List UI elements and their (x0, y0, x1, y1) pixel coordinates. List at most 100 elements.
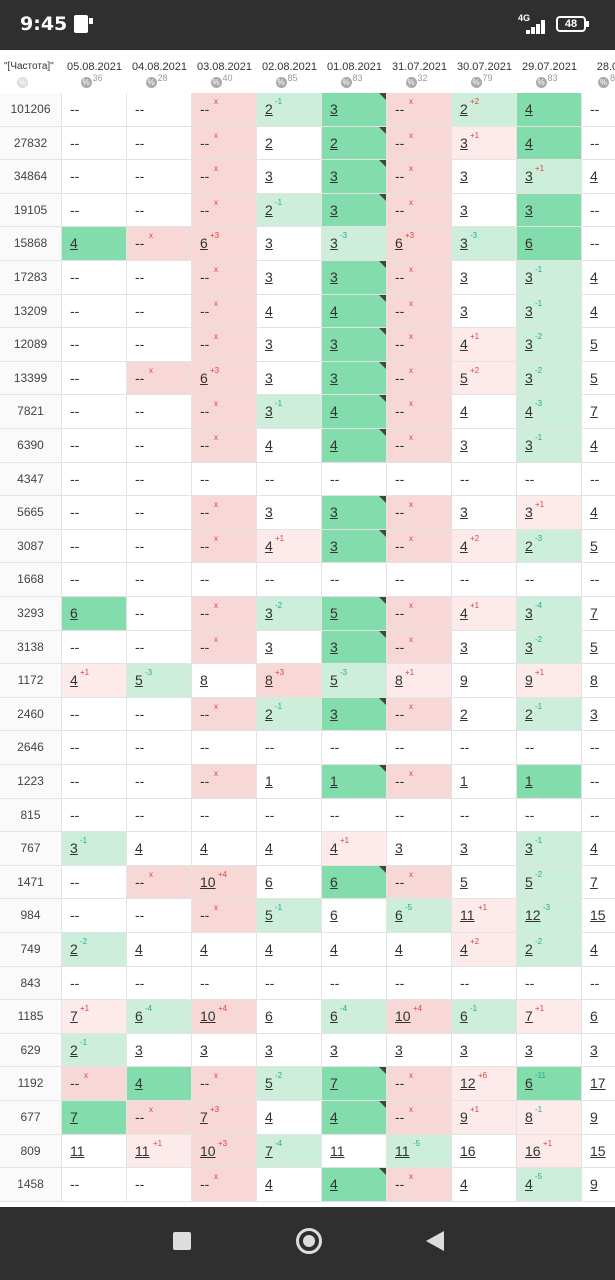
table-cell[interactable]: 15 (582, 899, 615, 932)
cell-value[interactable]: 4 (265, 437, 273, 453)
cell-value[interactable]: 3 (265, 605, 273, 621)
table-cell[interactable]: 3 (452, 193, 517, 227)
table-cell[interactable]: -- (62, 496, 127, 529)
table-cell[interactable]: 3 (387, 1033, 452, 1067)
header-date[interactable]: 04.08.2021% 28 (127, 58, 192, 93)
table-cell[interactable]: 2 -1 (257, 697, 322, 731)
cell-value[interactable]: 5 (330, 605, 338, 621)
table-cell[interactable]: 4 (192, 832, 257, 865)
table-cell[interactable]: 2 -1 (62, 1033, 127, 1067)
table-cell[interactable]: 17 (582, 1067, 615, 1100)
table-cell[interactable]: 7 (582, 597, 615, 630)
cell-value[interactable]: 9 (590, 1109, 598, 1125)
cell-value[interactable]: 12 (460, 1075, 476, 1092)
table-cell[interactable]: 8 (582, 664, 615, 697)
table-cell[interactable]: 6 +3 (387, 227, 452, 260)
table-cell[interactable]: -- (387, 563, 452, 596)
cell-value[interactable]: 3 (265, 1041, 273, 1058)
cell-value[interactable]: 11 (395, 1142, 410, 1159)
cell-value[interactable]: 3 (460, 134, 468, 151)
table-cell[interactable]: 6 -1 (452, 1000, 517, 1033)
cell-value[interactable]: 3 (525, 437, 533, 453)
table-cell[interactable]: -- (452, 731, 517, 764)
cell-value[interactable]: 3 (330, 537, 338, 554)
cell-value[interactable]: 4 (330, 941, 338, 957)
table-cell[interactable]: -- (127, 294, 192, 328)
cell-value[interactable]: 8 (265, 672, 273, 689)
cell-value[interactable]: 16 (525, 1142, 541, 1159)
table-cell[interactable]: -- (322, 731, 387, 764)
table-cell[interactable]: -- (62, 429, 127, 462)
cell-value[interactable]: 4 (330, 403, 338, 420)
table-cell[interactable]: -- x (192, 160, 257, 193)
header-date[interactable]: 02.08.2021% 85 (257, 58, 322, 93)
cell-value[interactable]: 3 (265, 504, 273, 521)
header-date[interactable]: 01.08.2021% 83 (322, 58, 387, 93)
table-cell[interactable]: -- (452, 798, 517, 832)
cell-value[interactable]: 1 (525, 773, 533, 789)
cell-value[interactable]: 4 (590, 168, 598, 185)
table-cell[interactable]: 3 -2 (257, 597, 322, 630)
table-cell[interactable]: 9 +1 (452, 1101, 517, 1134)
cell-value[interactable]: 4 (265, 537, 273, 554)
cell-value[interactable]: 3 (330, 705, 338, 722)
table-cell[interactable]: 4 (582, 832, 615, 865)
table-cell[interactable]: 3 -3 (452, 227, 517, 260)
table-cell[interactable]: -- (387, 798, 452, 832)
table-cell[interactable]: -- (127, 160, 192, 193)
table-cell[interactable]: -- x (192, 630, 257, 664)
table-cell[interactable]: 3 -2 (517, 630, 582, 664)
table-cell[interactable]: -- (517, 563, 582, 596)
table-cell[interactable]: -- x (387, 529, 452, 563)
cell-value[interactable]: 3 (590, 1041, 598, 1058)
cell-value[interactable]: 10 (395, 1008, 411, 1025)
header-date[interactable]: 28.07.%8 (582, 58, 615, 93)
cell-value[interactable]: 3 (330, 336, 338, 353)
cell-value[interactable]: 4 (525, 134, 533, 151)
table-cell[interactable]: -- x (387, 765, 452, 798)
cell-value[interactable]: 5 (590, 369, 598, 386)
table-cell[interactable]: 5 (582, 328, 615, 361)
cell-value[interactable]: 4 (135, 941, 143, 957)
table-cell[interactable]: -- (192, 966, 257, 1000)
cell-value[interactable]: 10 (200, 1008, 216, 1025)
table-cell[interactable]: -- (582, 462, 615, 496)
cell-value[interactable]: 2 (525, 941, 533, 957)
table-cell[interactable]: 2 -1 (257, 193, 322, 227)
table-cell[interactable]: 4 +2 (452, 933, 517, 966)
table-cell[interactable]: -- x (192, 429, 257, 462)
table-cell[interactable]: -- x (62, 1067, 127, 1100)
cell-value[interactable]: 4 (265, 941, 273, 957)
cell-value[interactable]: 4 (200, 941, 208, 957)
table-cell[interactable]: -- x (387, 93, 452, 126)
cell-value[interactable]: 15 (590, 1142, 606, 1159)
cell-value[interactable]: 17 (590, 1075, 606, 1092)
table-cell[interactable]: 6 -4 (322, 1000, 387, 1033)
table-cell[interactable]: 2 +2 (452, 93, 517, 126)
table-cell[interactable]: -- (582, 193, 615, 227)
table-cell[interactable]: -- (387, 966, 452, 1000)
cell-value[interactable]: 12 (525, 907, 541, 924)
table-cell[interactable]: 5 (582, 361, 615, 395)
table-cell[interactable]: 2 -3 (517, 529, 582, 563)
table-cell[interactable]: 3 (322, 697, 387, 731)
table-cell[interactable]: 6 -5 (387, 899, 452, 932)
cell-value[interactable]: 3 (330, 168, 338, 185)
table-cell[interactable]: 6 (322, 899, 387, 932)
table-cell[interactable]: 3 (257, 160, 322, 193)
cell-value[interactable]: 6 (590, 1008, 598, 1025)
table-cell[interactable]: -- x (192, 496, 257, 529)
table-cell[interactable]: 11 -5 (387, 1134, 452, 1168)
table-cell[interactable]: 6 (582, 1000, 615, 1033)
table-cell[interactable]: -- (127, 462, 192, 496)
table-cell[interactable]: 3 (322, 1033, 387, 1067)
cell-value[interactable]: 6 (200, 369, 208, 386)
cell-value[interactable]: 3 (525, 269, 533, 285)
cell-value[interactable]: 3 (525, 840, 533, 857)
cell-value[interactable]: 4 (265, 1176, 273, 1193)
table-cell[interactable]: 1 (257, 765, 322, 798)
table-cell[interactable]: -- x (387, 597, 452, 630)
table-cell[interactable]: 6 -4 (127, 1000, 192, 1033)
table-cell[interactable]: -- (387, 731, 452, 764)
table-cell[interactable]: -- x (387, 126, 452, 160)
